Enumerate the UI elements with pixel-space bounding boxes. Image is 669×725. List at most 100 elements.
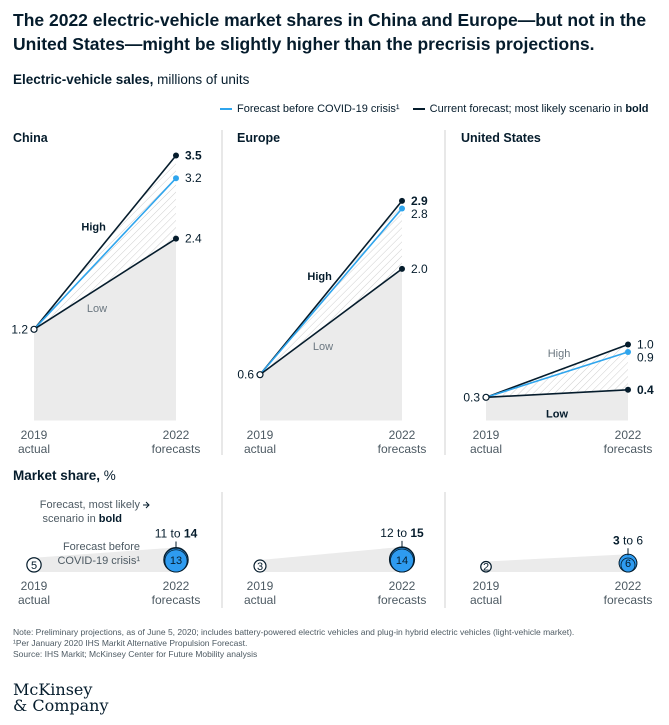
notes: Note: Preliminary projections, as of Jun… <box>13 627 661 660</box>
x-label-end-europe: 2022 <box>389 428 416 442</box>
high-label-china: High <box>81 221 106 233</box>
share-x-label-start-europe: 2019 <box>247 579 274 593</box>
mckinsey-logo: McKinsey & Company <box>13 682 109 714</box>
low-value-label-europe: 2.0 <box>411 262 428 276</box>
before-point-united-states <box>625 349 631 355</box>
high-value-label-united-states: 1.0 <box>637 337 654 351</box>
market-share-title-bold: Market share, <box>13 468 101 483</box>
x-label-start-europe: 2019 <box>247 428 274 442</box>
share-range-low-china: 11 <box>155 527 168 541</box>
legend-item-current: Current forecast; most likely scenario i… <box>412 101 649 117</box>
panel-title-united-states: United States <box>461 131 541 145</box>
before-value-label-china: 3.2 <box>185 171 202 185</box>
share-low-circle-united-states <box>620 557 636 573</box>
before-line-united-states <box>485 351 629 399</box>
logo-line-2: & Company <box>13 696 109 715</box>
low-point-europe <box>399 265 405 272</box>
share-range-high-china: 14 <box>184 527 198 541</box>
x-label-end-united-states: 2022 <box>615 428 642 442</box>
low-label-china: Low <box>87 303 107 315</box>
start-value-label-united-states: 0.3 <box>463 390 480 404</box>
share-x-label-end-sub-europe: forecasts <box>378 593 427 607</box>
high-point-europe <box>399 197 405 204</box>
before-value-label-europe: 2.8 <box>411 207 428 221</box>
x-label-start-china: 2019 <box>21 428 48 442</box>
share-x-label-end-united-states: 2022 <box>615 579 642 593</box>
share-band-europe <box>260 546 402 572</box>
share-x-label-end-china: 2022 <box>163 579 190 593</box>
panel-title-europe: Europe <box>237 131 281 145</box>
share-range-label-europe: 12 to 15 <box>380 526 424 540</box>
before-value-label-united-states: 0.9 <box>637 350 654 364</box>
legend-label-current-bold: bold <box>625 103 649 115</box>
low-label-europe: Low <box>313 341 333 353</box>
low-point-china <box>173 235 179 242</box>
share-x-label-end-sub-china: forecasts <box>152 593 201 607</box>
share-range-low-europe: 12 <box>380 526 394 540</box>
annotation-before-line2: COVID-19 crisis¹ <box>57 555 140 567</box>
low-line-china <box>33 237 177 331</box>
share-x-label-end-europe: 2022 <box>389 579 416 593</box>
start-value-label-europe: 0.6 <box>237 368 254 382</box>
x-label-start-united-states: 2019 <box>473 428 500 442</box>
before-line-china <box>33 177 177 330</box>
annotation-most-likely-text: scenario in <box>43 513 99 525</box>
low-line-united-states <box>485 388 629 399</box>
share-range-label-united-states: 3 to 6 <box>613 533 643 547</box>
subtitle-bold: Electric-vehicle sales, <box>13 72 154 87</box>
share-before-label-europe: 14 <box>396 555 408 567</box>
low-line-europe <box>259 268 403 376</box>
share-start-circle-china <box>26 557 42 573</box>
low-label-united-states: Low <box>546 409 568 421</box>
start-value-label-china: 1.2 <box>11 322 28 336</box>
low-area-china <box>34 238 176 420</box>
share-x-label-start-china: 2019 <box>21 579 48 593</box>
legend-swatch-current <box>412 108 425 111</box>
share-before-label-china: 13 <box>170 555 182 567</box>
share-band-china <box>34 547 176 572</box>
start-point-china <box>30 325 38 333</box>
annotation-most-likely-line1: Forecast, most likely <box>40 499 141 511</box>
share-x-label-end-sub-united-states: forecasts <box>604 593 653 607</box>
annotation-most-likely-bold: bold <box>99 513 122 525</box>
subtitle-unit: millions of units <box>153 72 250 87</box>
legend-swatch-before <box>220 108 232 111</box>
high-line-europe <box>259 200 403 376</box>
market-share-title-unit: % <box>100 468 116 483</box>
share-band-united-states <box>486 554 628 572</box>
share-start-label-china: 5 <box>31 560 37 572</box>
annotation-most-likely-line2: scenario in bold <box>43 513 122 525</box>
x-label-end-sub-united-states: forecasts <box>604 442 653 456</box>
start-point-europe <box>256 371 264 379</box>
note-line: Note: Preliminary projections, as of Jun… <box>13 627 575 637</box>
share-range-high-united-states: 6 <box>636 533 643 547</box>
low-area-united-states <box>486 389 628 420</box>
legend-label-current: Current forecast; most likely scenario i… <box>429 103 626 115</box>
annotation-before-line1: Forecast before <box>63 541 140 553</box>
share-start-circle-united-states <box>480 560 492 573</box>
legend: Forecast before COVID-19 crisis¹ Current… <box>220 101 659 117</box>
legend-label-before: Forecast before COVID-19 crisis¹ <box>237 103 400 115</box>
low-area-europe <box>260 268 402 420</box>
share-low-circle-europe <box>390 548 414 573</box>
x-label-start-sub-united-states: actual <box>470 442 502 456</box>
share-range-to-united-states: to <box>620 533 637 547</box>
annotation-arrow-icon <box>143 501 150 509</box>
share-range-low-united-states: 3 <box>613 533 620 547</box>
source-line: Source: IHS Markit; McKinsey Center for … <box>13 649 258 659</box>
share-range-label-china: 11 to 14 <box>155 527 198 541</box>
high-label-europe: High <box>307 271 332 283</box>
footnote-line: ¹Per January 2020 IHS Markit Alternative… <box>13 638 248 648</box>
low-value-label-china: 2.4 <box>185 232 202 246</box>
share-range-high-europe: 15 <box>410 526 424 540</box>
x-label-end-sub-china: forecasts <box>152 442 201 456</box>
share-start-circle-europe <box>253 559 267 573</box>
legend-item-before: Forecast before COVID-19 crisis¹ <box>220 101 400 117</box>
share-start-label-united-states: 2 <box>483 562 489 574</box>
high-point-united-states <box>625 341 631 348</box>
high-label-united-states: High <box>548 348 571 360</box>
high-point-china <box>173 152 179 159</box>
high-value-label-europe: 2.9 <box>411 194 428 208</box>
